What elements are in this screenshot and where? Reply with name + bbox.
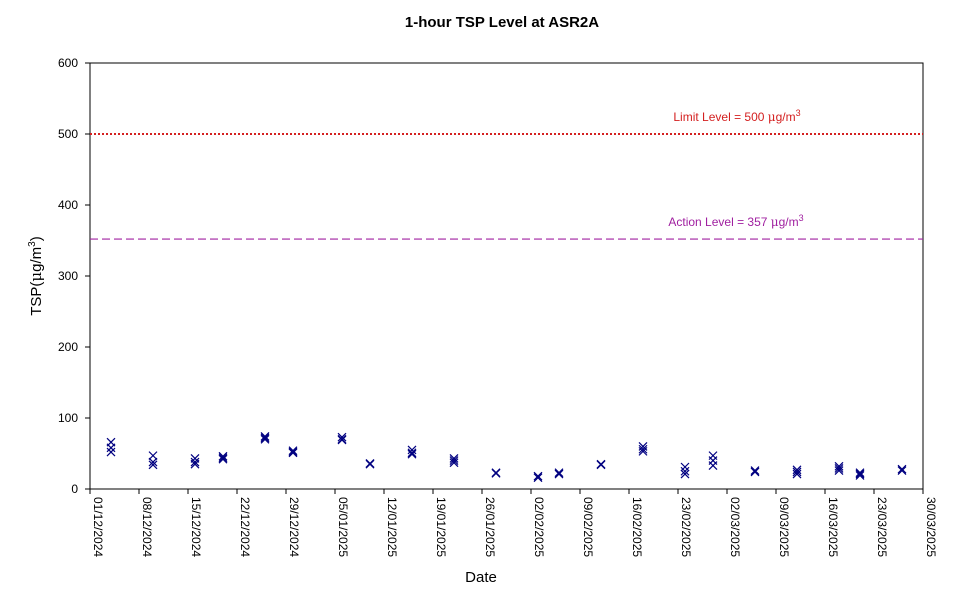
- x-tick-label: 19/01/2025: [434, 497, 448, 557]
- plot-area: [89, 62, 924, 490]
- x-tick-label: 29/12/2024: [287, 497, 301, 557]
- x-tick-label: 23/02/2025: [679, 497, 693, 557]
- reference-line-label-mu: μ: [768, 110, 776, 124]
- reference-line-label-text: Limit Level = 500: [673, 110, 767, 124]
- y-tick-label: 300: [58, 269, 78, 283]
- data-point: [288, 448, 298, 458]
- x-tick-label: 02/03/2025: [728, 497, 742, 557]
- data-point: [750, 466, 760, 475]
- x-tick-label: 01/12/2024: [91, 497, 105, 557]
- x-tick-label: 26/01/2025: [483, 497, 497, 557]
- data-point: [834, 461, 844, 471]
- data-point: [365, 459, 375, 469]
- data-point: [680, 469, 690, 479]
- reference-line-label: Action Level = 357 μg/m3: [668, 213, 803, 229]
- x-axis: 01/12/2024 08/12/2024 15/12/2024 22/12/2024…: [89, 489, 938, 557]
- data-point: [596, 460, 606, 470]
- data-point: [407, 448, 417, 458]
- y-axis-title-unit: g/m: [28, 247, 45, 272]
- data-point: [449, 458, 459, 468]
- data-point: [792, 469, 802, 479]
- reference-line-label-sup: 3: [796, 108, 801, 118]
- data-point: [148, 451, 158, 461]
- x-tick-label: 16/02/2025: [630, 497, 644, 557]
- data-point: [218, 451, 228, 461]
- data-point: [554, 468, 564, 478]
- y-axis-title-mu: μ: [27, 272, 45, 282]
- x-tick-label: 09/02/2025: [581, 497, 595, 557]
- x-tick-label: 22/12/2024: [238, 497, 252, 557]
- data-point: [792, 467, 802, 477]
- reference-line-label-sup: 3: [799, 213, 804, 223]
- data-point: [260, 434, 270, 444]
- data-point: [554, 469, 564, 479]
- data-point: [792, 465, 802, 475]
- x-tick-label: 15/12/2024: [189, 497, 203, 557]
- data-point: [855, 468, 865, 478]
- y-axis-title-base: TSP(: [28, 282, 45, 316]
- x-tick-label: 12/01/2025: [385, 497, 399, 557]
- data-point: [218, 454, 228, 464]
- data-point: [897, 466, 907, 475]
- x-tick-label: 02/02/2025: [532, 497, 546, 557]
- x-axis-title: Date: [465, 569, 497, 586]
- y-tick-label: 500: [58, 127, 78, 141]
- y-axis-title-sup: 3: [27, 241, 38, 247]
- data-point: [449, 456, 459, 466]
- data-point: [638, 446, 648, 456]
- data-point: [106, 443, 116, 453]
- data-point: [148, 460, 158, 470]
- data-points: [106, 432, 907, 483]
- x-tick-label: 09/03/2025: [777, 497, 791, 557]
- data-point: [337, 432, 347, 442]
- data-point: [260, 433, 270, 443]
- data-point: [750, 467, 760, 477]
- y-axis-title-close: ): [28, 236, 45, 241]
- x-tick-label: 05/01/2025: [336, 497, 350, 557]
- x-tick-label: 30/03/2025: [924, 497, 938, 557]
- x-tick-label: 08/12/2024: [140, 497, 154, 557]
- data-point: [190, 459, 200, 469]
- data-point: [449, 454, 459, 463]
- data-point: [897, 464, 907, 474]
- reference-line-label-text: Action Level = 357: [668, 215, 770, 229]
- data-point: [834, 463, 844, 473]
- data-point: [148, 457, 158, 467]
- data-point: [190, 457, 200, 467]
- reference-line-label: Limit Level = 500 μg/m3: [673, 108, 800, 124]
- x-tick-label: 23/03/2025: [875, 497, 889, 557]
- data-point: [533, 471, 543, 481]
- chart-title: 1-hour TSP Level at ASR2A: [405, 14, 599, 31]
- data-point: [288, 446, 298, 456]
- y-axis: 0 100 200 300 400 500 600: [58, 56, 90, 496]
- data-point: [218, 453, 228, 463]
- reference-line-label-unit: g/m: [779, 215, 799, 229]
- y-tick-label: 200: [58, 340, 78, 354]
- reference-line-label-mu: μ: [771, 215, 779, 229]
- data-point: [491, 468, 501, 478]
- data-point: [680, 462, 690, 472]
- data-point: [680, 466, 690, 476]
- data-point: [407, 449, 417, 459]
- y-axis-title: TSP(μg/m3): [27, 236, 45, 316]
- data-point: [260, 432, 270, 441]
- data-point: [855, 469, 865, 479]
- x-tick-label: 16/03/2025: [826, 497, 840, 557]
- data-point: [407, 445, 417, 455]
- data-point: [533, 473, 543, 483]
- data-point: [708, 461, 718, 470]
- data-point: [337, 435, 347, 445]
- y-tick-label: 100: [58, 411, 78, 425]
- data-point: [106, 447, 116, 457]
- data-point: [638, 444, 648, 454]
- data-point: [855, 471, 865, 480]
- reference-line-label-unit: g/m: [776, 110, 796, 124]
- y-tick-label: 0: [71, 482, 78, 496]
- y-tick-label: 600: [58, 56, 78, 70]
- data-point: [834, 466, 844, 475]
- y-tick-label: 400: [58, 198, 78, 212]
